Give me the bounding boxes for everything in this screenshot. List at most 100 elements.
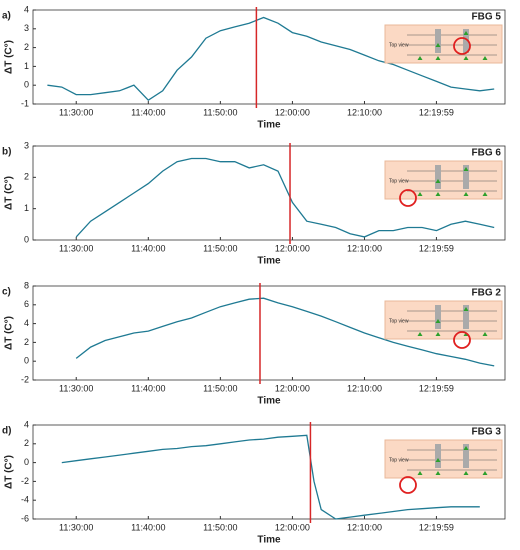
data-line: [47, 16, 495, 102]
inset-block: [435, 444, 441, 468]
inset-sensor: [435, 43, 441, 47]
plot-frame: [32, 145, 506, 241]
y-tick-label: 3: [24, 140, 29, 150]
x-tick-label: 12:00:00: [275, 243, 310, 253]
x-tick-label: 11:50:00: [203, 243, 237, 253]
y-tick-label: 4: [24, 419, 29, 429]
panel-title: FBG 3: [472, 427, 502, 438]
inset-label: Top view: [389, 457, 409, 463]
inset-block: [435, 29, 441, 53]
data-line: [75, 157, 495, 238]
y-tick-label: 0: [24, 356, 29, 366]
plot-frame: [32, 285, 506, 381]
inset-sensor: [417, 192, 423, 196]
inset-sensor: [417, 471, 423, 475]
y-axis-label: ΔT (C°): [4, 455, 15, 489]
panel: -6 -4 -2 0 2 4 11:30:00 11:40:00 11:50:00 12:00:0…: [2, 419, 506, 546]
inset-block: [463, 29, 469, 53]
x-tick-label: 11:40:00: [131, 522, 165, 532]
y-tick-label: 2: [24, 172, 29, 182]
inset-sensor: [435, 458, 441, 462]
panel-label: b): [2, 147, 11, 158]
inset-highlight: [399, 476, 417, 494]
inset-sensor: [463, 31, 469, 35]
inset-block: [463, 165, 469, 189]
x-tick-label: 11:40:00: [131, 383, 165, 393]
panel: -2 0 2 4 6 8 11:30:00 11:40:00 11:50:00 12:00:00 1…: [2, 280, 506, 407]
y-tick-label: 0: [24, 80, 29, 90]
inset-sensor: [463, 471, 469, 475]
y-tick-label: 6: [24, 299, 29, 309]
plot-frame: [32, 424, 506, 520]
panel-label: c): [2, 287, 11, 298]
panel-title: FBG 5: [472, 12, 502, 23]
y-tick-label: -6: [21, 513, 29, 523]
inset-box: [384, 160, 503, 200]
x-tick-label: 12:10:00: [347, 107, 382, 117]
inset-sensor: [463, 446, 469, 450]
inset-label: Top view: [389, 42, 409, 48]
x-tick-label: 11:30:00: [59, 107, 93, 117]
inset-sensor: [463, 167, 469, 171]
y-tick-label: 2: [24, 337, 29, 347]
x-tick-label: 12:19:59: [419, 383, 454, 393]
y-axis-label: ΔT (C°): [4, 316, 15, 350]
inset-sensor: [435, 179, 441, 183]
panel: -1 0 1 2 3 4 11:30:00 11:40:00 11:50:00 12:00:00 1…: [2, 4, 506, 131]
inset-sensor: [435, 56, 441, 60]
y-tick-label: -4: [21, 495, 29, 505]
panel-title: FBG 2: [472, 288, 502, 299]
x-tick-label: 11:50:00: [203, 107, 237, 117]
inset-highlight: [399, 189, 417, 207]
y-axis-label: ΔT (C°): [4, 176, 15, 210]
x-tick-label: 12:10:00: [347, 243, 382, 253]
x-axis-label: Time: [257, 396, 281, 407]
y-tick-label: 0: [24, 457, 29, 467]
inset-block: [435, 305, 441, 329]
inset-box: [384, 300, 503, 340]
y-tick-label: 2: [24, 42, 29, 52]
y-tick-label: 2: [24, 438, 29, 448]
panel-title: FBG 6: [472, 148, 502, 159]
y-tick-label: 3: [24, 23, 29, 33]
inset-sensor: [463, 307, 469, 311]
y-tick-label: 1: [24, 203, 29, 213]
inset-block: [463, 444, 469, 468]
data-line: [61, 434, 480, 520]
y-axis-label: ΔT (C°): [4, 40, 15, 74]
x-tick-label: 11:40:00: [131, 107, 165, 117]
inset-sensor: [482, 56, 488, 60]
x-tick-label: 12:19:59: [419, 522, 454, 532]
x-tick-label: 12:19:59: [419, 107, 454, 117]
inset-sensor: [435, 192, 441, 196]
x-tick-label: 11:40:00: [131, 243, 165, 253]
panel-label: a): [2, 11, 11, 22]
inset-sensor: [463, 192, 469, 196]
x-tick-label: 12:00:00: [275, 107, 310, 117]
inset-sensor: [435, 319, 441, 323]
y-tick-label: 8: [24, 280, 29, 290]
data-line: [75, 297, 495, 367]
x-tick-label: 11:30:00: [59, 522, 93, 532]
inset-label: Top view: [389, 178, 409, 184]
inset-sensor: [463, 56, 469, 60]
x-tick-label: 11:50:00: [203, 383, 237, 393]
inset-block: [463, 305, 469, 329]
panel: 0 1 2 3 11:30:00 11:40:00 11:50:00 12:00:00 12:1…: [2, 140, 506, 267]
inset-box: [384, 439, 503, 479]
x-tick-label: 12:10:00: [347, 522, 382, 532]
plot-frame: [32, 9, 506, 105]
x-axis-label: Time: [257, 120, 281, 131]
inset-highlight: [453, 37, 471, 55]
inset-sensor: [417, 332, 423, 336]
inset-sensor: [435, 332, 441, 336]
x-tick-label: 12:19:59: [419, 243, 454, 253]
y-tick-label: -2: [21, 476, 29, 486]
y-tick-label: 1: [24, 61, 29, 71]
inset-block: [435, 165, 441, 189]
inset-highlight: [453, 331, 471, 349]
panel-label: d): [2, 426, 11, 437]
x-axis-label: Time: [257, 256, 281, 267]
inset-sensor: [482, 332, 488, 336]
